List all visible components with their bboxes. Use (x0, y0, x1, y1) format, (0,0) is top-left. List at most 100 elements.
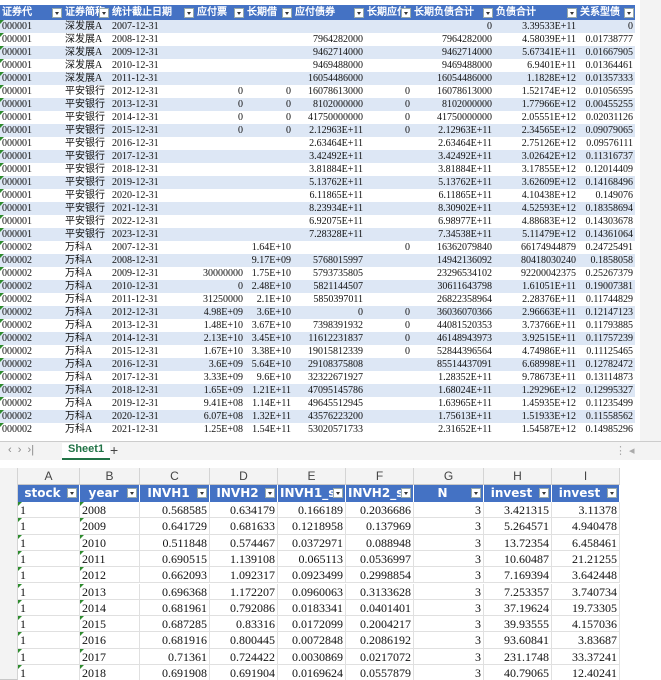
filter-button[interactable] (624, 8, 634, 18)
cell: 2.28376E+11 (522, 294, 576, 305)
tab-nav[interactable]: ‹ › ›| (8, 444, 35, 456)
filter-button[interactable] (197, 488, 207, 498)
filter-button[interactable] (127, 488, 137, 498)
scrollbar[interactable] (640, 0, 661, 441)
text-number-marker (18, 567, 22, 572)
cell: 33.37241 (552, 648, 620, 665)
cell: 4.10438E+12 (521, 190, 576, 201)
filter-button[interactable] (333, 488, 343, 498)
cell: 5821144507 (313, 281, 363, 292)
column-header: 长期借 (245, 5, 293, 20)
cell: 3.02642E+12 (521, 151, 576, 162)
cell: 0.83316 (210, 616, 278, 633)
cell: 1.75E+10 (251, 268, 291, 279)
cell: 30611643798 (437, 281, 492, 292)
column-letter: H (484, 468, 552, 485)
column-header: 统计截止日期 (110, 5, 195, 20)
cell: 8.30902E+11 (438, 203, 492, 214)
text-number-marker (0, 33, 4, 37)
cell: 2011-12-31 (112, 294, 159, 305)
cell: 36036070366 (437, 307, 492, 318)
cell: 9469488000 (313, 60, 363, 71)
cell: 92200042375 (521, 268, 576, 279)
cell: 2.12963E+11 (309, 125, 363, 136)
cell: 2.31652E+11 (438, 424, 492, 435)
cell: 5793735805 (313, 268, 363, 279)
cell: 1.14E+11 (252, 398, 291, 409)
cell: 万科A (65, 398, 93, 409)
cell: 2016 (80, 632, 140, 649)
cell: 0 (286, 99, 291, 110)
column-letter: D (210, 468, 278, 485)
filter-button[interactable] (401, 8, 411, 18)
cell: 5.13762E+11 (438, 177, 492, 188)
filter-button[interactable] (282, 8, 292, 18)
cell: 平安银行 (65, 151, 105, 162)
cell: 0 (358, 307, 363, 318)
text-number-marker (18, 599, 22, 604)
cell: 0.2086192 (346, 632, 414, 649)
column-letter: E (278, 468, 346, 485)
cell: 3.81884E+11 (309, 164, 363, 175)
filter-button[interactable] (99, 8, 109, 18)
cell: 2015-12-31 (112, 346, 159, 357)
text-number-marker (0, 59, 4, 63)
filter-button[interactable] (483, 8, 493, 18)
cell: 000002 (0, 423, 32, 435)
cell: 66174944879 (521, 242, 576, 253)
row-band (0, 384, 635, 397)
filter-button[interactable] (607, 488, 617, 498)
filter-button[interactable] (184, 8, 194, 18)
cell: 5.67341E+11 (522, 47, 576, 58)
row-band (0, 358, 635, 371)
sheet-tab[interactable]: Sheet1 (62, 443, 111, 460)
cell: 万科A (65, 320, 93, 331)
row-band (0, 72, 635, 85)
filter-button[interactable] (567, 8, 577, 18)
cell: 平安银行 (65, 112, 105, 123)
text-number-marker (0, 228, 4, 232)
cell: 万科A (65, 424, 93, 435)
cell: 3.642448 (552, 567, 620, 584)
text-number-marker (0, 241, 4, 245)
filter-button[interactable] (234, 8, 244, 18)
row-band (0, 46, 635, 59)
filter-button[interactable] (52, 8, 62, 18)
cell: 3.6E+10 (256, 307, 291, 318)
cell: 深发展A (65, 73, 103, 84)
cell: 30000000 (203, 268, 243, 279)
filter-button[interactable] (67, 488, 77, 498)
cell: 0.19007381 (585, 281, 634, 292)
cell: 0.01357333 (585, 73, 634, 84)
cell: 80418030240 (521, 255, 576, 266)
cell: 1.25E+08 (203, 424, 243, 435)
row-band (0, 423, 635, 436)
cell: 0.11793885 (585, 320, 633, 331)
cell: 4.74986E+11 (522, 346, 576, 357)
cell: 万科A (65, 294, 93, 305)
cell: 平安银行 (65, 177, 105, 188)
cell: 2010 (80, 534, 140, 551)
text-number-marker (0, 293, 4, 297)
cell: 6.07E+08 (203, 411, 243, 422)
cell: 2014-12-31 (112, 112, 159, 123)
cell: 0.11558562 (585, 411, 633, 422)
filter-button[interactable] (401, 488, 411, 498)
filter-button[interactable] (265, 488, 275, 498)
cell: 3.42492E+11 (309, 151, 363, 162)
cell: 2.1E+10 (256, 294, 291, 305)
add-sheet[interactable]: + (110, 442, 119, 458)
filter-button[interactable] (471, 488, 481, 498)
cell: 0.13114873 (585, 372, 633, 383)
cell: 0.0172099 (278, 616, 346, 633)
cell: 3.83687 (552, 632, 620, 649)
scroll-arrow[interactable]: ⋮ ◂ (615, 445, 635, 457)
cell: 2017 (80, 648, 140, 665)
cell: 3.92515E+11 (522, 333, 576, 344)
cell: 000001 (0, 33, 32, 45)
cell: 1.61051E+11 (522, 281, 576, 292)
text-number-marker (0, 137, 4, 141)
filter-button[interactable] (354, 8, 364, 18)
cell: 0 (487, 21, 492, 32)
filter-button[interactable] (539, 488, 549, 498)
